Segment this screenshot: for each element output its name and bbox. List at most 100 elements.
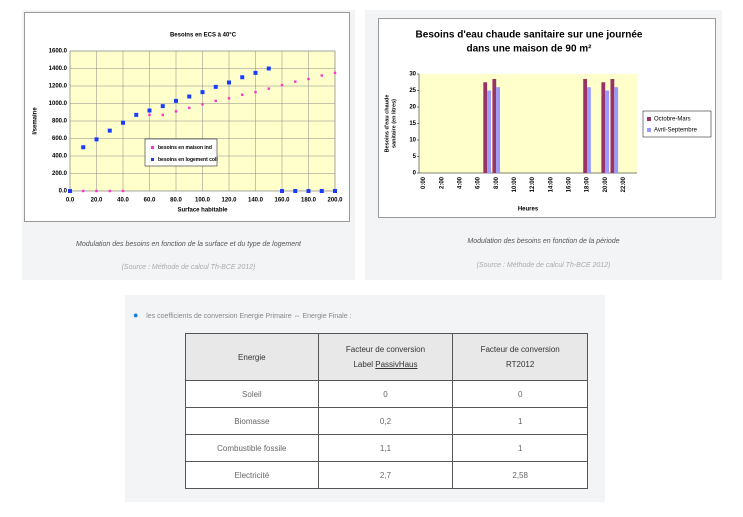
legend-swatch <box>647 128 651 132</box>
x-tick-label: 10:00 <box>512 176 518 192</box>
y-tick-label: 0 <box>413 171 417 177</box>
cell: 2,7 <box>317 461 454 489</box>
table: Energie Facteur de conversion Label Passi… <box>185 333 588 489</box>
y-tick-label: 15 <box>409 121 416 127</box>
x-tick-label: 80.0 <box>170 198 182 204</box>
point <box>187 94 192 99</box>
cell: Soleil <box>185 380 319 408</box>
legend-label: besoins en logement coll <box>158 157 218 163</box>
point <box>94 137 99 142</box>
row: Biomasse 0,2 1 <box>185 407 588 435</box>
header-link[interactable]: PassivHaus <box>375 360 418 369</box>
cell: 1 <box>452 434 588 462</box>
y-axis-label: sanitaire (en litres) <box>391 99 397 148</box>
y-tick-label: 1600.0 <box>49 49 68 55</box>
point <box>240 75 245 80</box>
cell: Electricité <box>185 461 319 489</box>
point <box>108 189 111 193</box>
point <box>307 77 310 81</box>
x-tick-label: 60.0 <box>144 198 156 204</box>
point <box>294 80 297 83</box>
point <box>121 189 125 193</box>
point <box>174 110 178 113</box>
point <box>253 70 258 75</box>
x-tick-label: 8:00 <box>494 176 500 189</box>
bar <box>601 82 606 173</box>
y-tick-label: 800.0 <box>52 119 68 125</box>
plot-area <box>419 74 637 173</box>
bar <box>483 82 488 173</box>
point <box>213 84 218 89</box>
x-tick-label: 16:00 <box>566 176 572 192</box>
x-tick-label: 140.0 <box>248 198 264 204</box>
bar <box>487 90 491 173</box>
y-tick-label: 25 <box>409 88 416 94</box>
point <box>214 99 217 103</box>
y-tick-label: 5 <box>413 154 417 160</box>
point <box>174 98 178 103</box>
row: Combustible fossile 1,1 1 <box>185 434 588 462</box>
point <box>306 189 311 193</box>
point <box>161 113 164 117</box>
cell: 0,2 <box>317 407 454 435</box>
legend-swatch <box>151 158 154 161</box>
y-axis-label: Besoins d'eau chaude <box>384 95 390 153</box>
chart: Besoins en ECS à 40°C 0.0 200.0 400.0 600.0 8… <box>24 12 350 222</box>
point <box>333 189 337 193</box>
point <box>147 108 152 113</box>
bar <box>583 78 588 173</box>
header-line: Facteur de conversion <box>345 345 426 354</box>
point <box>200 90 205 95</box>
x-tick-label: 22:00 <box>621 176 627 192</box>
x-tick-label: 0.0 <box>66 198 75 204</box>
point <box>254 90 257 94</box>
point <box>95 189 98 193</box>
point <box>188 106 191 110</box>
bar <box>492 78 497 173</box>
cell: 1,1 <box>317 434 454 462</box>
point <box>267 87 270 90</box>
point <box>134 112 139 117</box>
y-tick-label: 0.0 <box>59 189 68 195</box>
point <box>68 189 72 193</box>
point <box>293 189 298 193</box>
x-tick-label: 120.0 <box>221 198 237 204</box>
x-tick-label: 40.0 <box>117 198 129 204</box>
bullet-text: les coefficients de conversion Energie P… <box>146 313 352 320</box>
header-line: RT2012 <box>506 360 535 369</box>
y-tick-label: 10 <box>409 138 416 144</box>
chart-title: Besoins en ECS à 40°C <box>170 33 237 39</box>
point <box>201 103 204 106</box>
header-line: Facteur de conversion <box>480 345 560 354</box>
chart-title: dans une maison de 90 m² <box>466 44 592 55</box>
bar <box>610 78 615 173</box>
cell: Biomasse <box>185 407 319 435</box>
legend <box>642 110 712 138</box>
x-axis-label: Surface habitable <box>177 208 228 214</box>
y-tick-label: 200.0 <box>52 171 68 177</box>
cell: 1 <box>452 407 588 435</box>
point <box>82 189 85 193</box>
header-cell: Facteur de conversion RT2012 <box>452 333 588 381</box>
x-tick-label: 6:00 <box>476 176 482 189</box>
bullet: ● les coefficients de conversion Energie… <box>133 310 352 320</box>
point <box>280 83 284 87</box>
row: Electricité 2,7 2,58 <box>185 461 588 489</box>
caption: Modulation des besoins en fonction de la… <box>76 241 301 248</box>
legend-swatch <box>151 146 154 149</box>
header-cell: Facteur de conversion Label PassivHaus <box>317 333 454 381</box>
point <box>81 145 86 150</box>
point <box>160 104 165 109</box>
y-tick-label: 1400.0 <box>49 66 68 72</box>
point <box>333 71 337 75</box>
legend-swatch <box>647 117 651 121</box>
y-tick-label: 600.0 <box>52 136 68 142</box>
x-tick-label: 20.0 <box>91 198 103 204</box>
point <box>266 66 271 71</box>
point <box>227 80 231 85</box>
x-axis-label: Heures <box>518 207 539 213</box>
bar <box>587 87 591 173</box>
x-tick-label: 18:00 <box>585 176 591 192</box>
point <box>320 74 323 77</box>
